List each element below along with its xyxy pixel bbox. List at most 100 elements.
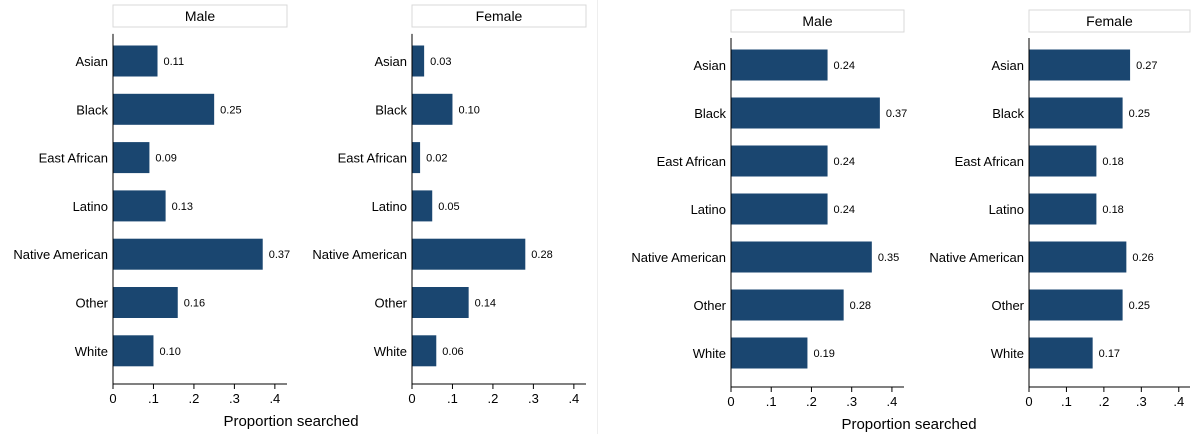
bar [731,145,828,177]
category-label: Latino [372,199,407,214]
data-label: 0.26 [1132,252,1153,264]
category-label: Native American [13,247,108,262]
bar [412,190,433,222]
panel-strip [1028,9,1191,33]
bar [1029,97,1123,129]
panel-strip [730,9,905,33]
category-label: Native American [312,247,407,262]
data-label: 0.27 [1136,60,1157,72]
x-tick-label: 0 [408,391,415,406]
data-label: 0.13 [172,201,193,213]
bar [1029,49,1131,81]
bar [731,97,880,129]
category-label: Asian [991,58,1024,73]
x-tick-label: .1 [766,394,777,409]
category-label: Other [374,296,407,311]
category-label: Asian [374,54,407,69]
bar [731,337,808,369]
bar [412,287,469,318]
data-label: 0.25 [220,104,241,116]
bar [1029,193,1097,225]
x-tick-label: .3 [229,391,240,406]
figure-divider [597,0,598,434]
category-label: Black [76,102,108,117]
category-label: Other [991,298,1024,313]
data-label: 0.11 [164,56,185,68]
category-label: White [75,344,108,359]
data-label: 0.06 [442,346,463,358]
category-label: White [991,346,1024,361]
bar [412,142,421,174]
bar [1029,289,1123,321]
data-label: 0.09 [155,153,176,165]
x-tick-label: 0 [109,391,116,406]
data-label: 0.18 [1102,156,1123,168]
category-label: Native American [631,250,726,265]
panel-title: Female [1086,13,1133,29]
x-tick-label: .4 [568,391,579,406]
data-label: 0.10 [159,346,180,358]
data-label: 0.10 [458,104,479,116]
category-label: Latino [989,202,1024,217]
category-label: East African [338,151,407,166]
data-label: 0.25 [1129,108,1150,120]
x-tick-label: .2 [488,391,499,406]
data-label: 0.35 [878,252,899,264]
category-label: White [693,346,726,361]
data-label: 0.14 [475,298,496,310]
category-label: Latino [73,199,108,214]
data-label: 0.02 [426,153,447,165]
bar [731,241,872,273]
x-tick-label: .1 [447,391,458,406]
x-tick-label: .1 [1061,394,1072,409]
x-tick-label: 0 [727,394,734,409]
x-tick-label: 0 [1025,394,1032,409]
bar [113,287,178,318]
data-label: 0.05 [438,201,459,213]
panel-title: Male [185,8,216,24]
data-label: 0.18 [1102,204,1123,216]
bar [731,193,828,225]
data-label: 0.24 [834,60,855,72]
bar [113,238,263,270]
category-label: Black [992,106,1024,121]
category-label: Native American [929,250,1024,265]
x-tick-label: .2 [189,391,200,406]
x-axis-title: Proportion searched [841,416,976,433]
x-tick-label: .4 [269,391,280,406]
x-tick-label: .3 [528,391,539,406]
bar [113,45,158,77]
category-label: Other [75,296,108,311]
x-tick-label: .2 [1098,394,1109,409]
bar [113,142,150,174]
x-tick-label: .2 [806,394,817,409]
category-label: Latino [691,202,726,217]
bar [412,45,425,77]
category-label: East African [39,151,108,166]
bar [412,93,453,125]
data-label: 0.25 [1129,300,1150,312]
bar [113,190,166,222]
data-label: 0.28 [850,300,871,312]
category-label: Other [693,298,726,313]
x-axis-title: Proportion searched [223,413,358,430]
x-tick-label: .1 [148,391,159,406]
bar [1029,241,1127,273]
bar [731,289,844,321]
category-label: Black [375,102,407,117]
bar [412,335,437,367]
data-label: 0.37 [886,108,907,120]
data-label: 0.24 [834,156,855,168]
data-label: 0.24 [834,204,855,216]
data-label: 0.17 [1099,348,1120,360]
bar [113,335,154,367]
x-tick-label: .3 [846,394,857,409]
category-label: White [374,344,407,359]
bar [731,49,828,81]
panel-title: Female [476,8,523,24]
bar [1029,337,1093,369]
category-label: East African [955,154,1024,169]
data-label: 0.19 [813,348,834,360]
category-label: Asian [75,54,108,69]
